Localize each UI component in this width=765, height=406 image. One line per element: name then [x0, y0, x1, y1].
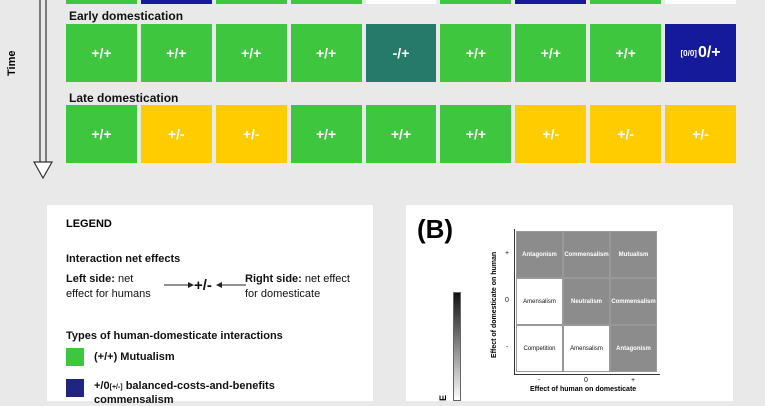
- interaction-cell: +/+: [590, 24, 662, 82]
- top-partial-row: [66, 0, 756, 4]
- left-arrow: [164, 282, 194, 288]
- cell-label: +/+: [390, 126, 412, 142]
- cell-sub-label: [0/0]: [680, 48, 697, 58]
- row-title-early: Early domestication: [69, 9, 184, 23]
- right-side-line1: Right side: net effect: [245, 273, 350, 285]
- matrix-cell: Neutralism: [563, 278, 610, 325]
- cell-label: +/-: [692, 126, 709, 142]
- cell-label: +/-: [242, 126, 260, 142]
- right-side-bold: Right side:: [245, 273, 302, 285]
- cell-label: +/+: [166, 45, 187, 61]
- interaction-cell: +/+: [66, 105, 137, 163]
- type-mutualism-label: (+/+) Mutualism: [94, 351, 175, 363]
- matrix-cell: Commensalism: [610, 278, 657, 325]
- interaction-matrix: Antagonism Commensalism Mutualism Amensalis…: [516, 231, 657, 372]
- matrix-cell: Antagonism: [516, 231, 563, 278]
- y-axis-label: Effect of domesticate on human: [491, 251, 498, 358]
- matrix-frame: [514, 229, 660, 375]
- row-title-late: Late domestication: [69, 91, 179, 105]
- interaction-cell: +/+: [140, 24, 212, 82]
- legend-panel: [47, 205, 373, 401]
- y-tick-zero: 0: [505, 297, 509, 304]
- cell-label: +/+: [465, 45, 487, 61]
- swatch-mutualism: [66, 348, 84, 366]
- x-tick-minus: -: [538, 377, 541, 384]
- x-tick-plus: +: [631, 377, 636, 384]
- interaction-cell: +/+: [440, 24, 512, 82]
- cell-label: +/+: [615, 45, 636, 61]
- y-tick-minus: -: [506, 344, 509, 351]
- time-arrow: [32, 0, 54, 180]
- right-side-line2: for domesticate: [245, 288, 321, 300]
- row-early: +/+ +/+ +/+ +/+ -/+ +/+ +/+ +/+ [0/0] 0/+: [66, 24, 737, 82]
- cell-label: +/+: [315, 45, 337, 61]
- interaction-cell: -/+: [365, 24, 437, 82]
- matrix-cell: Mutualism: [610, 231, 657, 278]
- interaction-cell: +/-: [665, 105, 737, 163]
- interaction-cell: +/+: [440, 105, 512, 163]
- swatch-commensalism: [66, 379, 84, 397]
- left-side-line1: Left side: net: [66, 273, 133, 285]
- scale-label-partial: E: [438, 394, 448, 401]
- row-late: +/+ +/- +/- +/+ +/+ +/+ +/- +/- +/-: [66, 105, 737, 163]
- cell-label: +/-: [542, 126, 560, 142]
- left-side-rest: net: [114, 273, 134, 285]
- left-side-line2: effect for humans: [66, 288, 151, 300]
- panel-b-label: (B): [417, 214, 454, 244]
- cell-label: +/-: [167, 126, 185, 142]
- right-side-rest: net effect: [301, 273, 350, 285]
- interaction-cell: +/+: [66, 24, 137, 82]
- interaction-cell: +/-: [140, 105, 212, 163]
- net-effects-heading: Interaction net effects: [66, 253, 181, 265]
- y-tick-plus: +: [505, 250, 510, 257]
- interaction-cell: [0/0] 0/+: [665, 24, 737, 82]
- type-commensalism-label: +/0[+/-] balanced-costs-and-benefits: [94, 380, 275, 392]
- interaction-cell: +/+: [290, 105, 362, 163]
- cell-label: +/+: [315, 126, 337, 142]
- left-side-bold: Left side:: [66, 273, 115, 285]
- matrix-cell: Amensalism: [516, 278, 563, 325]
- type-commensalism-line2: commensalism: [94, 394, 174, 406]
- scale-bar: [453, 292, 461, 401]
- interaction-cell: +/+: [215, 24, 287, 82]
- cell-label: 0/+: [697, 44, 721, 61]
- matrix-cell: Amensalism: [563, 325, 610, 372]
- matrix-cell: Antagonism: [610, 325, 657, 372]
- net-effect-symbol: +/-: [194, 277, 212, 294]
- cell-label: +/+: [540, 45, 561, 61]
- time-axis-label: Time: [6, 50, 18, 76]
- interaction-cell: +/-: [215, 105, 287, 163]
- matrix-cell: Commensalism: [563, 231, 610, 278]
- matrix-cell: Competition: [516, 325, 563, 372]
- interaction-cell: +/+: [515, 24, 587, 82]
- types-heading: Types of human-domesticate interactions: [66, 330, 283, 342]
- interaction-cell: +/-: [515, 105, 587, 163]
- x-tick-zero: 0: [584, 377, 588, 384]
- cell-label: -/+: [392, 45, 410, 61]
- interaction-cell: +/+: [365, 105, 437, 163]
- cell-label: +/+: [241, 45, 262, 61]
- legend-title: LEGEND: [66, 218, 112, 230]
- cell-label: +/-: [617, 126, 635, 142]
- cell-label: +/+: [91, 45, 112, 61]
- right-arrow: [216, 282, 246, 288]
- cell-label: +/+: [465, 126, 487, 142]
- x-axis-label: Effect of human on domesticate: [530, 386, 637, 393]
- interaction-cell: +/+: [290, 24, 362, 82]
- interaction-cell: +/-: [590, 105, 662, 163]
- cell-label: +/+: [91, 126, 112, 142]
